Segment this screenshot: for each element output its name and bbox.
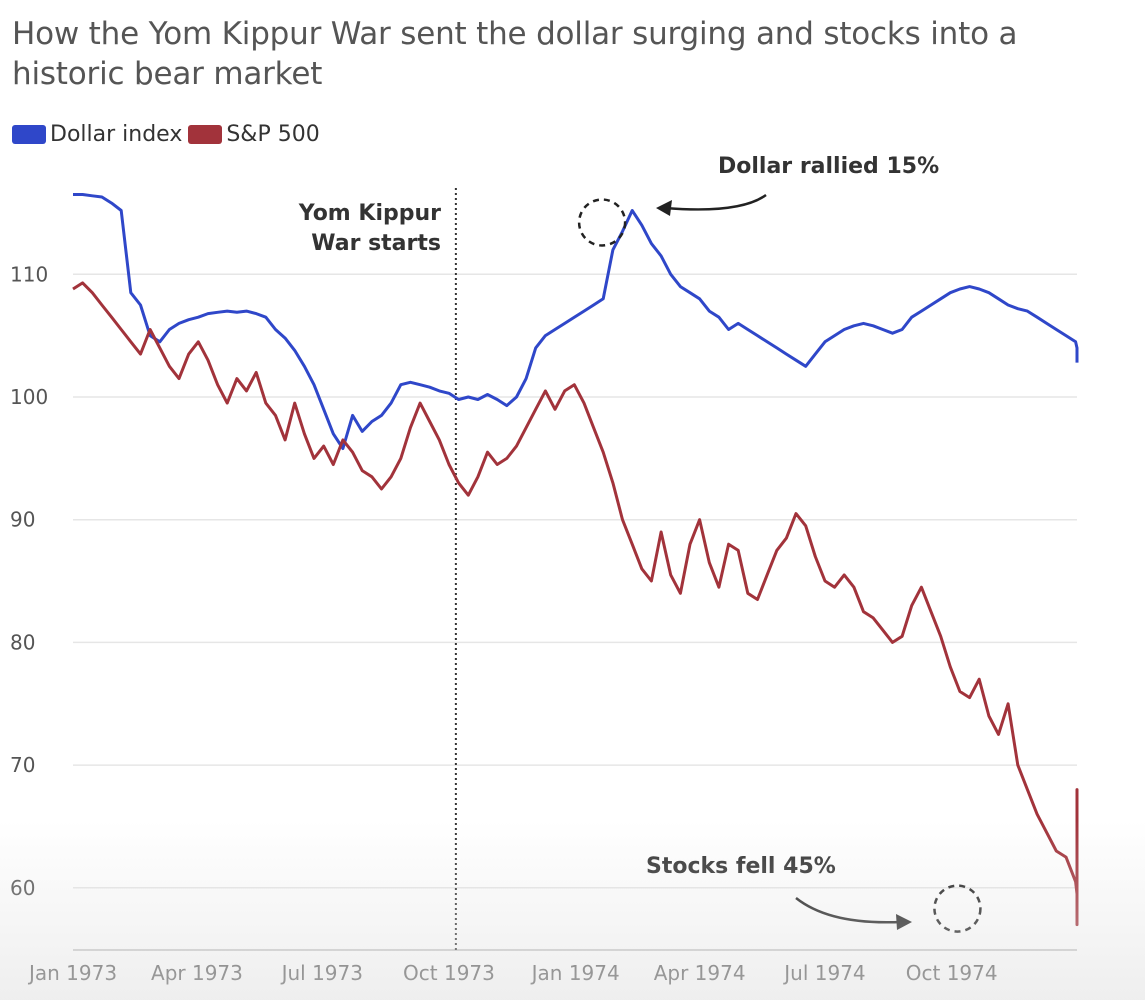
x-tick-label: Jan 1973 bbox=[27, 961, 117, 985]
x-tick-label: Jul 1973 bbox=[280, 961, 363, 985]
dollar-peak-circle bbox=[577, 198, 627, 247]
legend-item-sp500: S&P 500 bbox=[188, 122, 320, 147]
series-group bbox=[72, 193, 1079, 927]
dollar-arrowhead-icon bbox=[656, 200, 672, 216]
stocks-callout-label: Stocks fell 45% bbox=[646, 854, 836, 879]
x-tick-label: Oct 1974 bbox=[906, 961, 998, 985]
legend-swatch-sp500 bbox=[188, 125, 223, 144]
war-label-line2: War starts bbox=[311, 231, 441, 256]
war-label-line1: Yom Kippur bbox=[298, 201, 441, 226]
legend-item-dollar: Dollar index bbox=[12, 122, 182, 147]
chart-title: How the Yom Kippur War sent the dollar s… bbox=[12, 16, 1018, 92]
legend-label-sp500: S&P 500 bbox=[226, 122, 320, 147]
gridlines bbox=[73, 273, 1077, 889]
y-tick-label: 90 bbox=[10, 508, 35, 532]
y-tick-label: 100 bbox=[10, 385, 48, 409]
x-axis: Jan 1973 Apr 1973 Jul 1973 Oct 1973 Jan 1974… bbox=[27, 949, 1077, 985]
x-tick-label: Apr 1973 bbox=[151, 961, 243, 985]
stocks-callout-arrow bbox=[795, 897, 901, 924]
stocks-trough-circle bbox=[933, 884, 982, 933]
x-tick-label: Apr 1974 bbox=[654, 961, 746, 985]
legend: Dollar index S&P 500 bbox=[12, 122, 326, 147]
y-tick-label: 60 bbox=[10, 876, 35, 900]
y-tick-label: 70 bbox=[10, 753, 35, 777]
stocks-arrowhead-icon bbox=[896, 914, 912, 930]
x-tick-label: Oct 1973 bbox=[403, 961, 495, 985]
series-line-sp500 bbox=[72, 281, 1079, 927]
legend-swatch-dollar bbox=[12, 125, 46, 144]
dollar-callout-label: Dollar rallied 15% bbox=[718, 154, 939, 179]
legend-label-dollar: Dollar index bbox=[50, 122, 183, 147]
y-tick-label: 80 bbox=[10, 630, 35, 654]
callouts: Dollar rallied 15% Stocks fell 45% bbox=[577, 154, 982, 933]
x-tick-label: Jan 1974 bbox=[530, 961, 620, 985]
y-tick-label: 110 bbox=[10, 262, 48, 286]
x-tick-label: Jul 1974 bbox=[782, 961, 865, 985]
dollar-callout-arrow bbox=[664, 193, 767, 211]
y-axis: 60 70 80 90 100 110 bbox=[10, 262, 48, 900]
series-line-dollar bbox=[73, 193, 1079, 450]
